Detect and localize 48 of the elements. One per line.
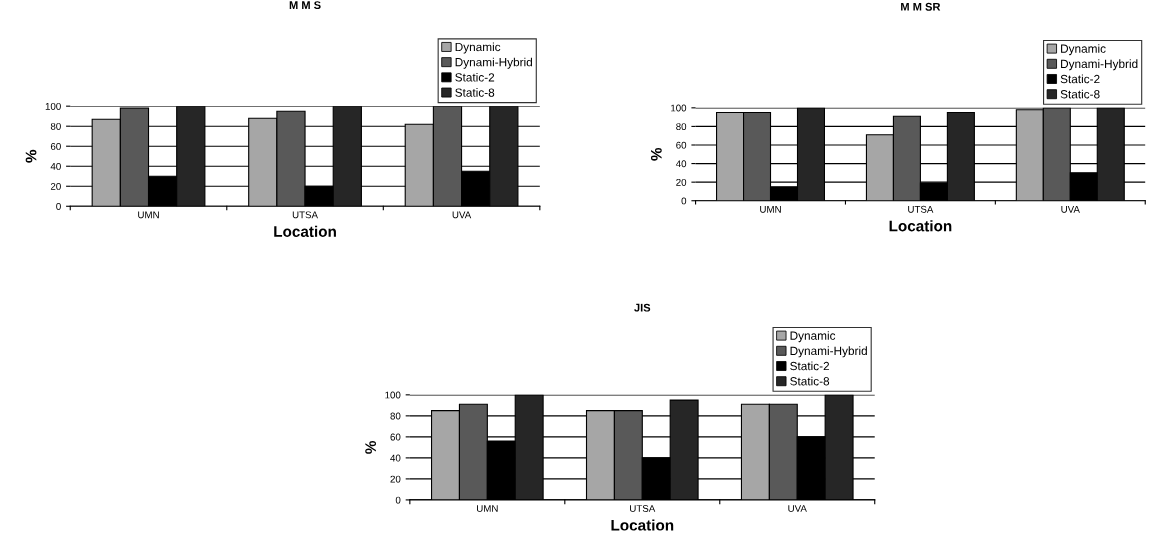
chart-title: M M S: [289, 1, 321, 10]
y-tick-label: 100: [45, 102, 61, 110]
legend-label: Dynamic: [790, 331, 836, 343]
x-tick-label: UTSA: [292, 211, 318, 219]
legend-label: Dynamic: [455, 42, 501, 54]
y-tick-label: 0: [681, 197, 687, 205]
legend-label: Static-8: [1060, 89, 1100, 99]
x-tick-label: UMN: [138, 211, 159, 219]
y-tick-label: 60: [390, 433, 401, 441]
y-tick-label: 60: [50, 142, 61, 150]
legend-label: Dynami-Hybrid: [455, 57, 532, 69]
x-tick-label: UVA: [788, 505, 807, 512]
x-tick-label: UVA: [452, 211, 472, 219]
y-axis-title: %: [25, 149, 37, 163]
chart-title: M M SR: [901, 2, 941, 11]
y-tick-label: 40: [390, 454, 401, 462]
y-tick-label: 0: [395, 496, 401, 504]
x-tick-label: UTSA: [908, 205, 934, 213]
y-tick-label: 80: [676, 123, 687, 131]
x-tick-label: UTSA: [630, 505, 656, 512]
y-axis-title: %: [650, 147, 662, 161]
legend-label: Static-2: [455, 72, 495, 82]
y-tick-label: 40: [50, 162, 61, 170]
y-tick-label: 20: [50, 182, 61, 190]
y-tick-label: 100: [385, 391, 401, 399]
y-tick-label: 80: [390, 412, 401, 420]
x-axis-title: Location: [274, 225, 336, 237]
y-tick-label: 0: [56, 203, 61, 210]
y-tick-label: 100: [671, 104, 687, 112]
x-tick-label: UMN: [477, 505, 498, 512]
legend-label: Dynami-Hybrid: [790, 346, 867, 358]
legend-label: Static-8: [455, 88, 495, 97]
y-tick-label: 80: [50, 122, 61, 130]
y-tick-label: 20: [390, 475, 401, 483]
legend-label: Dynamic: [1061, 44, 1106, 56]
legend-label: Static-8: [790, 376, 830, 386]
y-tick-label: 20: [676, 178, 687, 186]
x-axis-title: Location: [611, 519, 674, 531]
legend-label: Dynami-Hybrid: [1061, 59, 1138, 71]
y-tick-label: 60: [676, 141, 687, 149]
x-tick-label: UVA: [1061, 205, 1080, 213]
x-axis-title: Location: [889, 220, 952, 232]
legend-label: Static-2: [1060, 74, 1100, 84]
chart-title: JIS: [634, 303, 651, 312]
x-tick-label: UMN: [760, 205, 781, 213]
legend-label: Static-2: [790, 361, 830, 371]
y-tick-label: 40: [675, 160, 687, 168]
y-axis-title: %: [365, 440, 376, 454]
